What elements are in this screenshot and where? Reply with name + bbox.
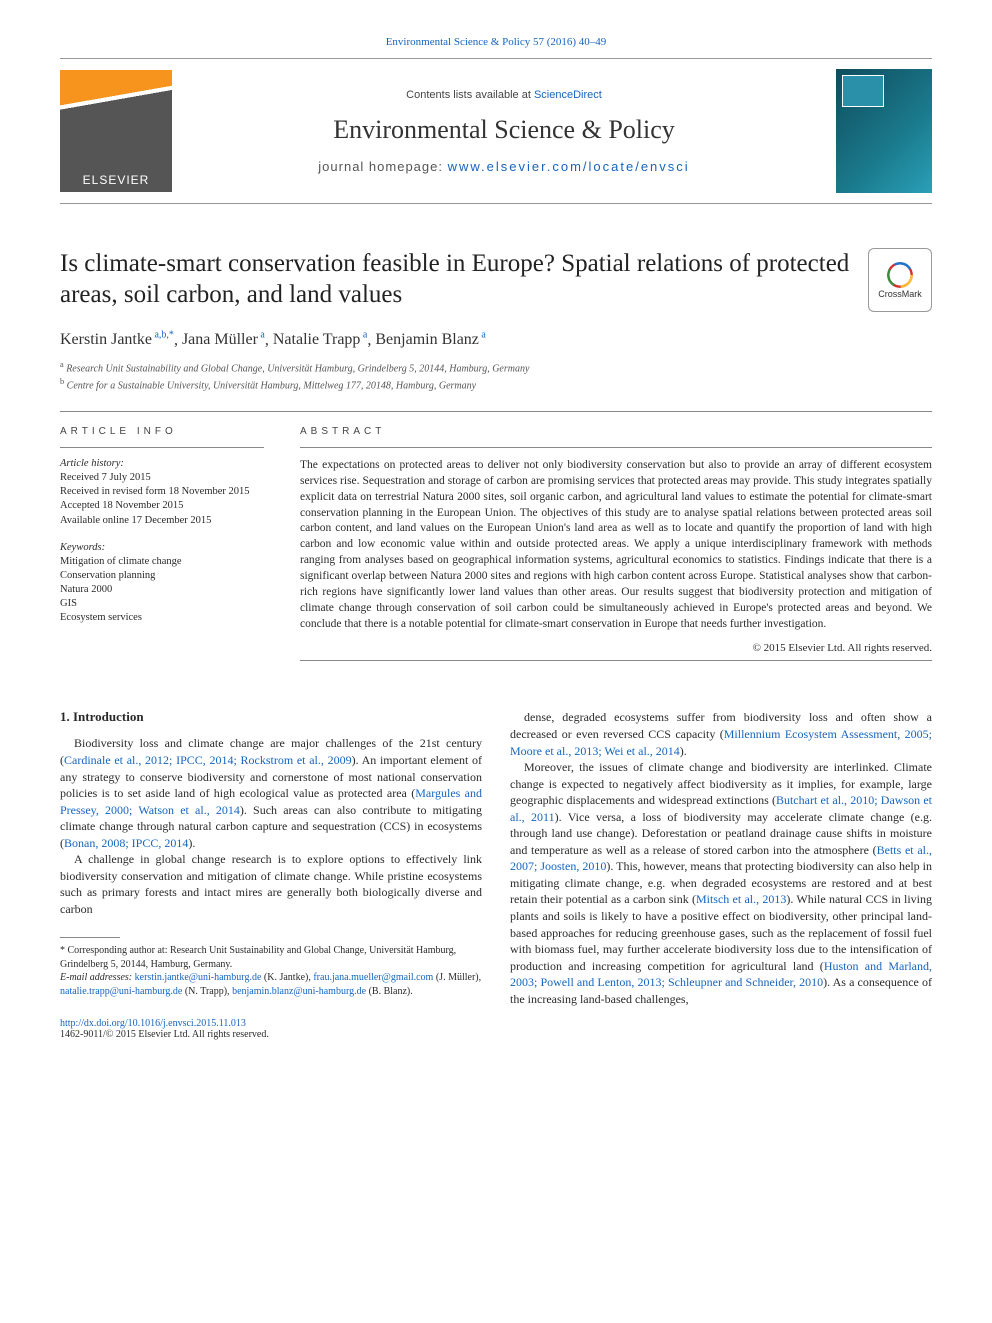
crossmark-label: CrossMark	[878, 289, 922, 299]
abstract-rule	[300, 447, 932, 448]
keyword: GIS	[60, 597, 264, 611]
author: Kerstin Jantke a,b,*	[60, 331, 174, 348]
homepage-prefix: journal homepage:	[318, 159, 447, 174]
citation-link[interactable]: Butchart et al., 2010; Dawson et al., 20…	[510, 793, 932, 824]
email-link[interactable]: natalie.trapp@uni-hamburg.de	[60, 986, 182, 997]
keyword: Mitigation of climate change	[60, 555, 264, 569]
elsevier-logo	[60, 70, 172, 192]
abstract-copyright: © 2015 Elsevier Ltd. All rights reserved…	[300, 642, 932, 654]
body-paragraph: Biodiversity loss and climate change are…	[60, 735, 482, 851]
citation-link[interactable]: Betts et al., 2007; Joosten, 2010	[510, 843, 932, 874]
masthead: Contents lists available at ScienceDirec…	[60, 58, 932, 204]
author-list: Kerstin Jantke a,b,*, Jana Müller a, Nat…	[60, 330, 932, 349]
header-citation-link[interactable]: Environmental Science & Policy 57 (2016)…	[386, 36, 607, 48]
citation-link[interactable]: Margules and Pressey, 2000; Watson et al…	[60, 786, 482, 817]
history-item: Accepted 18 November 2015	[60, 499, 264, 513]
citation-link[interactable]: Millennium Ecosystem Assessment, 2005; M…	[510, 727, 932, 758]
author-marks: a,b,*	[152, 330, 174, 341]
email-who: (K. Jantke),	[261, 972, 310, 983]
affiliations: a Research Unit Sustainability and Globa…	[60, 359, 932, 393]
author-marks: a	[258, 330, 265, 341]
keyword: Ecosystem services	[60, 611, 264, 625]
issn-copyright: 1462-9011/© 2015 Elsevier Ltd. All right…	[60, 1029, 269, 1040]
sciencedirect-link[interactable]: ScienceDirect	[534, 89, 602, 101]
doi-block: http://dx.doi.org/10.1016/j.envsci.2015.…	[60, 1018, 482, 1040]
body-paragraph: dense, degraded ecosystems suffer from b…	[510, 709, 932, 759]
email-link[interactable]: frau.jana.mueller@gmail.com	[313, 972, 433, 983]
crossmark-badge[interactable]: CrossMark	[868, 248, 932, 312]
email-who: (B. Blanz).	[366, 986, 413, 997]
body-paragraph: Moreover, the issues of climate change a…	[510, 759, 932, 1007]
history-item: Received 7 July 2015	[60, 471, 264, 485]
section-number: 1.	[60, 709, 70, 724]
citation-link[interactable]: Bonan, 2008; IPCC, 2014	[64, 836, 188, 850]
email-footnote: E-mail addresses: kerstin.jantke@uni-ham…	[60, 971, 482, 998]
body-column-left: 1. Introduction Biodiversity loss and cl…	[60, 709, 482, 1040]
affiliation: b Centre for a Sustainable University, U…	[60, 376, 932, 393]
citation-link[interactable]: Huston and Marland, 2003; Powell and Len…	[510, 959, 932, 990]
author-marks: a	[360, 330, 367, 341]
journal-homepage-line: journal homepage: www.elsevier.com/locat…	[188, 159, 820, 174]
author: Jana Müller a	[182, 331, 265, 348]
keyword: Natura 2000	[60, 583, 264, 597]
history-item: Available online 17 December 2015	[60, 514, 264, 528]
email-who: (N. Trapp),	[182, 986, 229, 997]
abstract-heading: ABSTRACT	[300, 426, 932, 437]
journal-cover-thumbnail	[836, 69, 932, 193]
article-info-heading: ARTICLE INFO	[60, 426, 264, 437]
footnote-separator	[60, 937, 120, 938]
citation-link[interactable]: Cardinale et al., 2012; IPCC, 2014; Rock…	[64, 753, 352, 767]
article-history-label: Article history:	[60, 458, 264, 469]
citation-link[interactable]: Mitsch et al., 2013	[696, 892, 786, 906]
author-marks: a	[479, 330, 486, 341]
author: Natalie Trapp a	[273, 331, 368, 348]
email-link[interactable]: kerstin.jantke@uni-hamburg.de	[135, 972, 262, 983]
journal-name: Environmental Science & Policy	[188, 115, 820, 145]
journal-homepage-link[interactable]: www.elsevier.com/locate/envsci	[448, 159, 690, 174]
keywords-label: Keywords:	[60, 542, 264, 553]
email-link[interactable]: benjamin.blanz@uni-hamburg.de	[232, 986, 366, 997]
email-who: (J. Müller),	[433, 972, 481, 983]
contents-available-line: Contents lists available at ScienceDirec…	[188, 89, 820, 101]
body-paragraph: A challenge in global change research is…	[60, 851, 482, 917]
article-info-column: ARTICLE INFO Article history: Received 7…	[60, 426, 264, 661]
article-info-rule	[60, 447, 264, 448]
email-label: E-mail addresses:	[60, 972, 135, 983]
keyword: Conservation planning	[60, 569, 264, 583]
corresponding-author-footnote: * Corresponding author at: Research Unit…	[60, 944, 482, 971]
body-column-right: dense, degraded ecosystems suffer from b…	[510, 709, 932, 1040]
abstract-column: ABSTRACT The expectations on protected a…	[300, 426, 932, 661]
header-citation: Environmental Science & Policy 57 (2016)…	[60, 36, 932, 48]
affiliation: a Research Unit Sustainability and Globa…	[60, 359, 932, 376]
article-title: Is climate-smart conservation feasible i…	[60, 248, 850, 311]
author: Benjamin Blanz a	[375, 331, 485, 348]
contents-prefix: Contents lists available at	[406, 89, 534, 101]
section-title: Introduction	[73, 709, 144, 724]
section-heading: 1. Introduction	[60, 709, 482, 725]
rule-top	[60, 411, 932, 412]
abstract-bottom-rule	[300, 660, 932, 661]
history-item: Received in revised form 18 November 201…	[60, 485, 264, 499]
crossmark-icon	[886, 261, 914, 289]
doi-link[interactable]: http://dx.doi.org/10.1016/j.envsci.2015.…	[60, 1018, 246, 1029]
abstract-text: The expectations on protected areas to d…	[300, 458, 932, 632]
